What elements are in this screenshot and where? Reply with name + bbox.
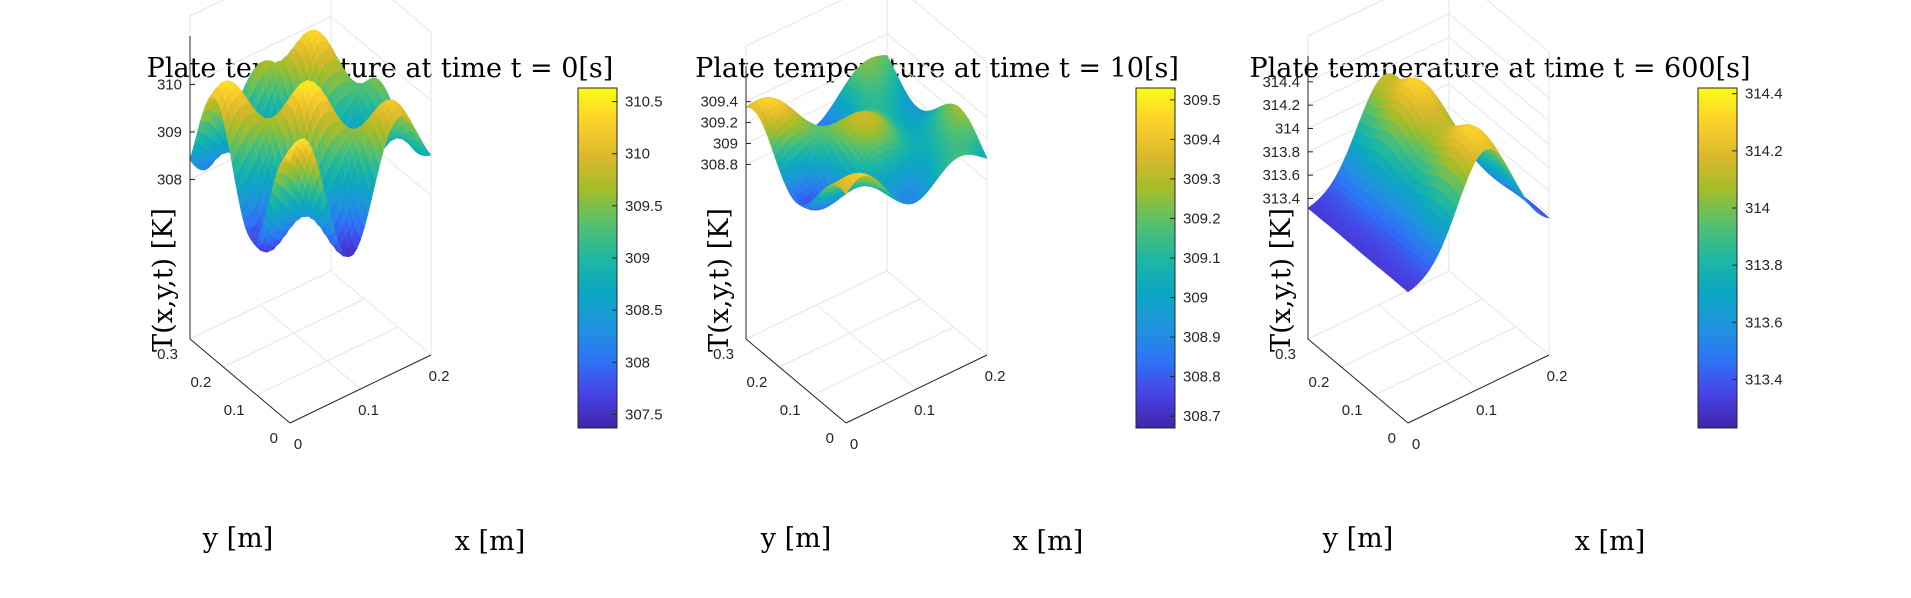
x-tick-label: 0 <box>1412 436 1420 453</box>
colorbar-tick-label: 309.2 <box>1183 210 1221 227</box>
z-tick-label: 313.6 <box>1262 167 1300 184</box>
colorbar-tick-label: 307.5 <box>625 406 663 423</box>
z-tick-label: 308 <box>157 172 182 189</box>
colorbar-tick-label: 314 <box>1745 200 1770 217</box>
y-axis-label: y [m] <box>202 523 274 554</box>
grid-line <box>223 298 365 368</box>
y-tick-label: 0.1 <box>780 402 801 419</box>
z-tick-label: 309.2 <box>700 115 738 132</box>
colorbar-tick-label: 308.8 <box>1183 369 1221 386</box>
y-tick-label: 0 <box>1388 430 1396 447</box>
y-tick-label: 0.1 <box>1342 402 1363 419</box>
y-tick-label: 0.1 <box>224 402 245 419</box>
x-tick-label: 0 <box>850 436 858 453</box>
y-tick-label: 0.2 <box>1308 374 1329 391</box>
z-tick-label: 313.8 <box>1262 144 1300 161</box>
x-tick-label: 0.2 <box>985 368 1006 385</box>
z-tick-label: 309 <box>157 124 182 141</box>
z-tick-label: 314 <box>1275 121 1300 138</box>
colorbar-gradient <box>1697 87 1738 429</box>
x-axis-label: x [m] <box>455 526 525 557</box>
colorbar-tick-label: 313.6 <box>1745 314 1783 331</box>
z-tick-label: 309.4 <box>700 94 738 111</box>
z-tick-label: 310 <box>157 77 182 94</box>
grid-line <box>256 326 398 396</box>
z-tick-label: 314.4 <box>1262 74 1300 91</box>
z-tick-label: 314.2 <box>1262 97 1300 114</box>
temperature-surface <box>189 29 432 257</box>
colorbar-gradient <box>577 87 618 429</box>
colorbar-tick-label: 314.2 <box>1745 143 1783 160</box>
x-tick-label: 0 <box>294 436 302 453</box>
y-tick-label: 0 <box>270 430 278 447</box>
z-axis-label: T(x,y,t) [K] <box>704 208 735 352</box>
colorbar-tick-label: 310 <box>625 146 650 163</box>
y-tick-label: 0.2 <box>746 374 767 391</box>
z-tick-label: 313.4 <box>1262 191 1300 208</box>
z-tick-label: 308.8 <box>700 156 738 173</box>
colorbar-tick-label: 309.3 <box>1183 171 1221 188</box>
colorbar-tick-label: 308 <box>625 354 650 371</box>
grid-line <box>189 0 225 17</box>
y-tick-label: 0 <box>826 430 834 447</box>
colorbar-tick-label: 313.4 <box>1745 371 1783 388</box>
z-axis-label: T(x,y,t) [K] <box>1266 208 1297 352</box>
x-tick-label: 0.1 <box>1476 402 1497 419</box>
z-axis-label: T(x,y,t) [K] <box>148 208 179 352</box>
colorbar-tick-label: 314.4 <box>1745 86 1783 103</box>
plot-title: Plate temperature at time t = 600[s] <box>1250 53 1751 84</box>
colorbar-tick-label: 309 <box>625 250 650 267</box>
x-axis-label: x [m] <box>1575 526 1645 557</box>
y-axis-label: y [m] <box>760 523 832 554</box>
colorbar-tick-label: 308.9 <box>1183 329 1221 346</box>
grid-line <box>330 16 432 101</box>
colorbar-tick-label: 310.5 <box>625 94 663 111</box>
x-tick-label: 0.2 <box>1547 368 1568 385</box>
grid-line <box>189 270 332 340</box>
colorbar-tick-label: 308.5 <box>625 302 663 319</box>
colorbar-tick-label: 308.7 <box>1183 408 1221 425</box>
colorbar-tick-label: 313.8 <box>1745 257 1783 274</box>
colorbar-tick-label: 309.4 <box>1183 131 1221 148</box>
plot-title: Plate temperature at time t = 10[s] <box>695 53 1179 84</box>
surface-plot-t0: Plate temperature at time t = 0[s] 00.10… <box>147 0 663 557</box>
colorbar-tick-label: 309.5 <box>1183 92 1221 109</box>
y-tick-label: 0.2 <box>190 374 211 391</box>
x-axis-label: x [m] <box>1013 526 1083 557</box>
colorbar-tick-label: 309 <box>1183 290 1208 307</box>
x-tick-label: 0.1 <box>914 402 935 419</box>
grid-line <box>260 304 361 390</box>
grid-line <box>392 0 432 33</box>
colorbar-gradient <box>1135 87 1176 429</box>
z-tick-label: 309 <box>713 136 738 153</box>
x-tick-label: 0.2 <box>429 368 450 385</box>
y-axis-label: y [m] <box>1322 523 1394 554</box>
grid-line <box>330 270 432 356</box>
x-tick-label: 0.1 <box>358 402 379 419</box>
colorbar-tick-label: 309.5 <box>625 198 663 215</box>
grid-line <box>189 16 332 85</box>
colorbar-tick-label: 309.1 <box>1183 250 1221 267</box>
